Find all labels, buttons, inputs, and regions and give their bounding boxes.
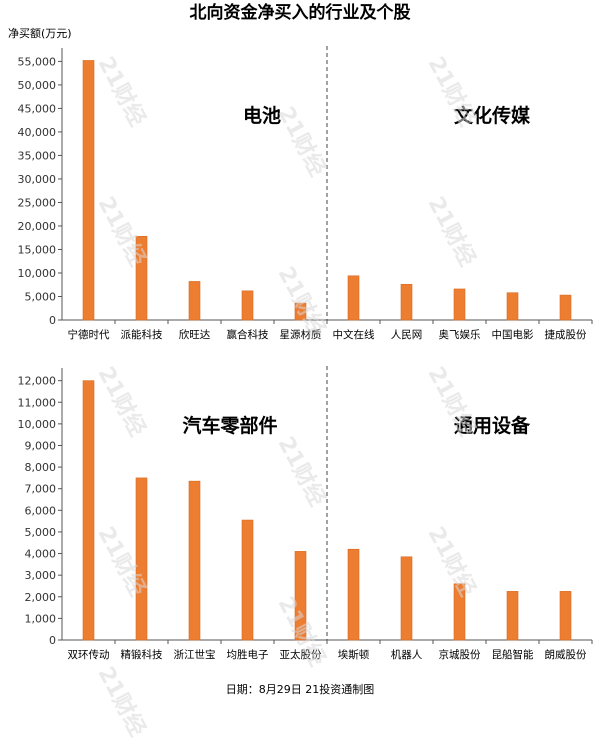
bar bbox=[347, 275, 360, 321]
bar bbox=[135, 477, 148, 641]
bar bbox=[188, 281, 201, 321]
bar bbox=[294, 302, 307, 321]
y-tick-label: 20,000 bbox=[18, 220, 57, 233]
y-tick-label: 25,000 bbox=[18, 196, 57, 209]
x-tick-label: 派能科技 bbox=[121, 328, 163, 341]
bottom-bar-chart: 0 1,000 2,000 3,000 4,000 5,000 6,000 7,000 8,00… bbox=[18, 366, 593, 661]
top-bar-chart: 0 5,000 10,000 15,000 20,000 25,000 30,000 35,0… bbox=[18, 46, 593, 341]
y-tick-label: 30,000 bbox=[18, 173, 57, 186]
bar bbox=[82, 60, 95, 321]
bar bbox=[453, 583, 466, 641]
x-tick-label: 人民网 bbox=[391, 329, 423, 341]
y-tick-label: 0 bbox=[49, 314, 56, 327]
bar bbox=[347, 548, 360, 641]
group-label: 电池 bbox=[243, 104, 281, 127]
y-tick-label: 55,000 bbox=[18, 55, 57, 68]
x-tick-label: 机器人 bbox=[391, 648, 423, 661]
y-tick-label: 3,000 bbox=[25, 569, 57, 582]
y-tick-label: 7,000 bbox=[25, 483, 57, 496]
y-tick-label: 40,000 bbox=[18, 126, 57, 139]
y-tick-label: 9,000 bbox=[25, 439, 57, 452]
bar bbox=[241, 519, 254, 641]
y-tick-label: 11,000 bbox=[18, 396, 57, 409]
x-tick-label: 奥飞娱乐 bbox=[439, 328, 481, 341]
y-tick-label: 10,000 bbox=[18, 418, 57, 431]
x-tick-label: 浙江世宝 bbox=[174, 648, 216, 661]
x-tick-label: 埃斯顿 bbox=[338, 648, 370, 661]
y-tick-label: 50,000 bbox=[18, 79, 57, 92]
bar bbox=[559, 294, 572, 321]
bar bbox=[135, 236, 148, 321]
y-tick-label: 8,000 bbox=[25, 461, 57, 474]
y-tick-label: 5,000 bbox=[25, 526, 57, 539]
y-tick-label: 12,000 bbox=[18, 375, 57, 388]
x-tick-label: 精锻科技 bbox=[121, 648, 163, 661]
bar bbox=[82, 380, 95, 641]
y-tick-label: 0 bbox=[49, 634, 56, 647]
x-tick-label: 亚太股份 bbox=[280, 648, 322, 661]
x-tick-label: 双环传动 bbox=[68, 649, 110, 661]
bar bbox=[559, 591, 572, 641]
y-tick-label: 4,000 bbox=[25, 548, 57, 561]
y-tick-label: 10,000 bbox=[18, 267, 57, 280]
y-tick-label: 6,000 bbox=[25, 504, 57, 517]
bar bbox=[241, 290, 254, 321]
bar bbox=[506, 591, 519, 641]
y-axis-unit-label: 净买额(万元) bbox=[8, 27, 72, 40]
x-tick-label: 朗威股份 bbox=[545, 648, 587, 661]
chart-title: 北向资金净买入的行业及个股 bbox=[189, 3, 411, 23]
footer-caption: 日期：8月29日 21投资通制图 bbox=[225, 683, 375, 696]
x-tick-label: 捷成股份 bbox=[545, 328, 587, 341]
y-tick-label: 5,000 bbox=[25, 290, 57, 303]
bar bbox=[188, 480, 201, 641]
y-tick-label: 1,000 bbox=[25, 612, 57, 625]
y-tick-label: 2,000 bbox=[25, 591, 57, 604]
x-tick-label: 宁德时代 bbox=[68, 328, 110, 341]
group-label: 通用设备 bbox=[454, 414, 531, 437]
bar bbox=[400, 556, 413, 641]
group-label: 汽车零部件 bbox=[182, 414, 277, 437]
bar bbox=[400, 283, 413, 321]
bar bbox=[294, 551, 307, 641]
y-tick-label: 45,000 bbox=[18, 102, 57, 115]
bar bbox=[506, 292, 519, 321]
x-tick-label: 欣旺达 bbox=[179, 328, 211, 341]
x-tick-label: 中国电影 bbox=[492, 328, 534, 341]
x-tick-label: 京城股份 bbox=[439, 648, 481, 661]
group-label: 文化传媒 bbox=[454, 104, 531, 127]
x-tick-label: 均胜电子 bbox=[227, 648, 269, 661]
x-tick-label: 中文在线 bbox=[333, 328, 375, 341]
x-tick-label: 星源材质 bbox=[280, 328, 322, 341]
x-tick-label: 赢合科技 bbox=[227, 328, 269, 341]
bar bbox=[453, 288, 466, 321]
x-tick-label: 昆船智能 bbox=[492, 648, 534, 661]
y-tick-label: 15,000 bbox=[18, 243, 57, 256]
y-tick-label: 35,000 bbox=[18, 149, 57, 162]
